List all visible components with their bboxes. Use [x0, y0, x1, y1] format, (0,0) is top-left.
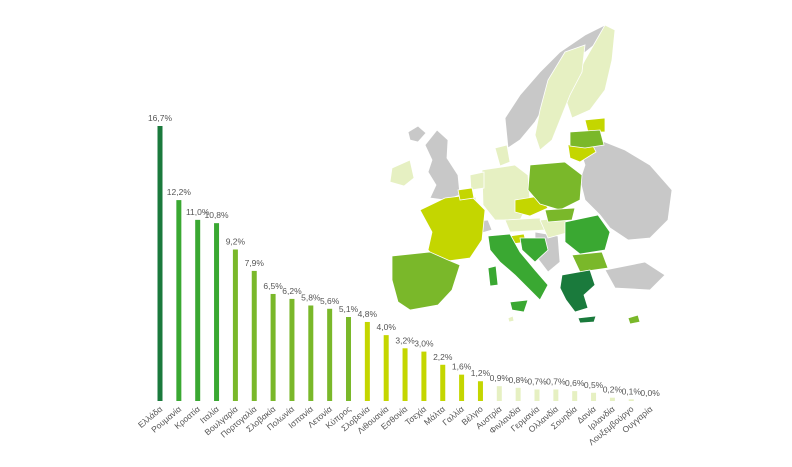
bar-5 [251, 270, 257, 401]
bar-8 [308, 305, 314, 401]
bar-2 [195, 219, 201, 401]
bar-7 [289, 298, 295, 401]
bar-24 [609, 397, 615, 401]
bar-value-label-26: 0,0% [640, 388, 660, 398]
bar-17 [477, 381, 483, 401]
bar-1 [176, 200, 182, 401]
bar-value-label-3: 10,8% [204, 210, 229, 220]
bar-value-label-19: 0,8% [508, 375, 528, 385]
bar-20 [534, 389, 540, 401]
bar-3 [214, 223, 220, 401]
bar-value-label-25: 0,1% [622, 386, 642, 396]
bar-value-label-2: 11,0% [186, 207, 210, 217]
map-green-regions [487, 214, 611, 313]
bar-value-label-14: 3,0% [414, 339, 434, 349]
bar-value-label-24: 0,2% [603, 385, 623, 395]
bar-value-label-17: 1,2% [471, 368, 491, 378]
bar-22 [572, 391, 578, 401]
bar-4 [232, 249, 238, 401]
bar-value-label-15: 2,2% [433, 352, 453, 362]
bar-value-label-22: 0,6% [565, 378, 585, 388]
bar-13 [402, 348, 408, 401]
bar-10 [346, 317, 351, 401]
bar-value-label-23: 0,5% [584, 380, 604, 390]
bar-value-label-6: 6,5% [263, 281, 283, 291]
bar-value-label-21: 0,7% [546, 376, 566, 386]
bar-18 [496, 386, 502, 401]
bar-value-label-16: 1,6% [452, 362, 472, 372]
bar-12 [383, 335, 389, 401]
bar-value-label-5: 7,9% [245, 258, 265, 268]
bar-25 [628, 399, 634, 401]
bar-0 [157, 126, 163, 401]
bar-value-label-11: 4,8% [358, 309, 378, 319]
bar-value-label-13: 3,2% [395, 335, 415, 345]
bar-value-label-4: 9,2% [226, 237, 246, 247]
map-dark-green-regions [559, 269, 597, 324]
bar-16 [459, 374, 465, 401]
bar-value-label-12: 4,0% [377, 322, 397, 332]
bar-9 [327, 308, 333, 401]
bar-value-label-10: 5,1% [339, 304, 359, 314]
bar-value-label-8: 5,8% [301, 292, 321, 302]
bar-value-label-0: 16,7% [148, 113, 173, 123]
bar-23 [591, 392, 597, 401]
bar-value-label-7: 6,2% [282, 286, 302, 296]
bar-19 [515, 387, 521, 401]
map-mid-green-regions [391, 129, 641, 325]
bar-14 [421, 351, 427, 401]
bar-value-label-20: 0,7% [527, 376, 547, 386]
bar-value-label-9: 5,6% [320, 296, 340, 306]
bar-15 [440, 364, 446, 401]
bar-11 [364, 321, 370, 401]
bar-6 [270, 293, 276, 401]
bar-21 [553, 389, 559, 401]
map-non-eu-regions [407, 24, 673, 291]
bar-value-label-18: 0,9% [490, 373, 510, 383]
bar-value-label-1: 12,2% [167, 187, 192, 197]
